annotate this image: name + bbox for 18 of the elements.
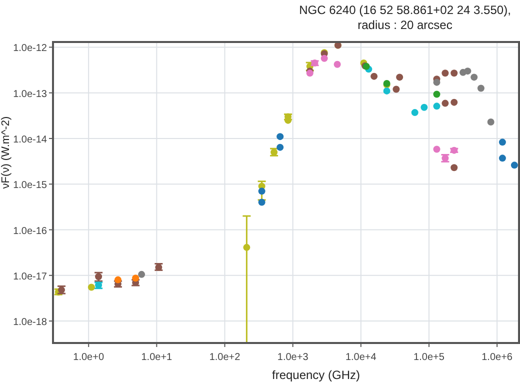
y-axis-title: νF(ν) (W.m^-2) xyxy=(0,116,12,189)
y-tick-label: 1.0e-15 xyxy=(13,180,48,192)
x-tick-label: 1.0e+2 xyxy=(209,352,241,363)
y-tick-label: 1.0e-13 xyxy=(13,88,48,100)
y-tick-label: 1.0e-16 xyxy=(13,226,48,237)
x-tick-label: 1.0e+5 xyxy=(414,352,445,363)
y-tick-label: 1.0e-14 xyxy=(13,134,48,146)
x-axis-title: frequency (GHz) xyxy=(272,368,360,382)
chart-subtitle: radius : 20 arcsec xyxy=(358,18,452,32)
x-tick-label: 1.0e+6 xyxy=(482,352,513,363)
x-tick-label: 1.0e+0 xyxy=(73,352,104,363)
x-tick-label: 1.0e+1 xyxy=(141,352,173,363)
y-tick-label: 1.0e-18 xyxy=(13,317,48,328)
y-tick-label: 1.0e-17 xyxy=(13,271,48,282)
y-tick-label: 1.0e-12 xyxy=(13,43,48,54)
x-tick-label: 1.0e+4 xyxy=(345,352,377,363)
chart-title: NGC 6240 (16 52 58.861+02 24 3.550), xyxy=(299,3,511,17)
x-tick-label: 1.0e+3 xyxy=(277,352,309,363)
